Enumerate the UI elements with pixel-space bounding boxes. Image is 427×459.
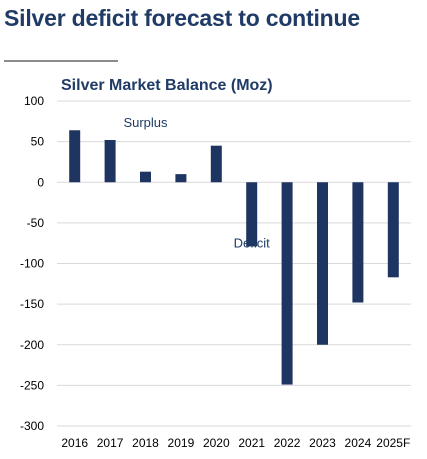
x-tick-label: 2024 [345,436,372,450]
y-axis-tick-labels: 100 50 0 -50 -100 -150 -200 -250 -300 [20,94,44,433]
chart-title: Silver Market Balance (Moz) [61,77,273,94]
x-tick-label: 2021 [238,436,265,450]
annotations: Surplus Deficit [123,115,270,250]
x-tick-label: 2020 [203,436,230,450]
bar-2024 [352,182,364,303]
bar-2017 [104,140,116,183]
y-tick-label: 0 [37,175,44,189]
bar-2016 [69,130,81,183]
annotation-surplus: Surplus [123,115,168,130]
y-tick-label: 50 [31,135,45,149]
x-tick-label: 2023 [309,436,336,450]
page-headline: Silver deficit forecast to continue [4,5,360,31]
y-tick-label: -250 [20,378,44,392]
y-tick-label: -300 [20,419,44,433]
y-tick-label: 100 [24,94,44,108]
bar-2020 [210,145,222,183]
x-tick-label: 2022 [274,436,301,450]
bar-2025F [387,182,399,278]
annotation-deficit: Deficit [234,235,271,250]
bar-2022 [281,182,293,385]
x-tick-label: 2018 [132,436,159,450]
y-tick-label: -200 [20,338,44,352]
bar-2021 [246,182,258,247]
x-tick-label: 2019 [168,436,195,450]
bars [69,130,399,385]
x-tick-label: 2017 [97,436,124,450]
y-tick-label: -150 [20,297,44,311]
bar-2018 [140,171,151,183]
gridlines [57,100,411,427]
headline-underline [4,60,118,62]
bar-2023 [317,182,328,345]
y-tick-label: -100 [20,257,44,271]
x-axis-tick-labels: 2016 2017 2018 2019 2020 2021 2022 2023 2024 2025… [61,436,410,450]
x-tick-label: 2025F [376,436,410,450]
y-tick-label: -50 [27,216,45,230]
bar-2019 [175,174,187,183]
x-tick-label: 2016 [61,436,88,450]
